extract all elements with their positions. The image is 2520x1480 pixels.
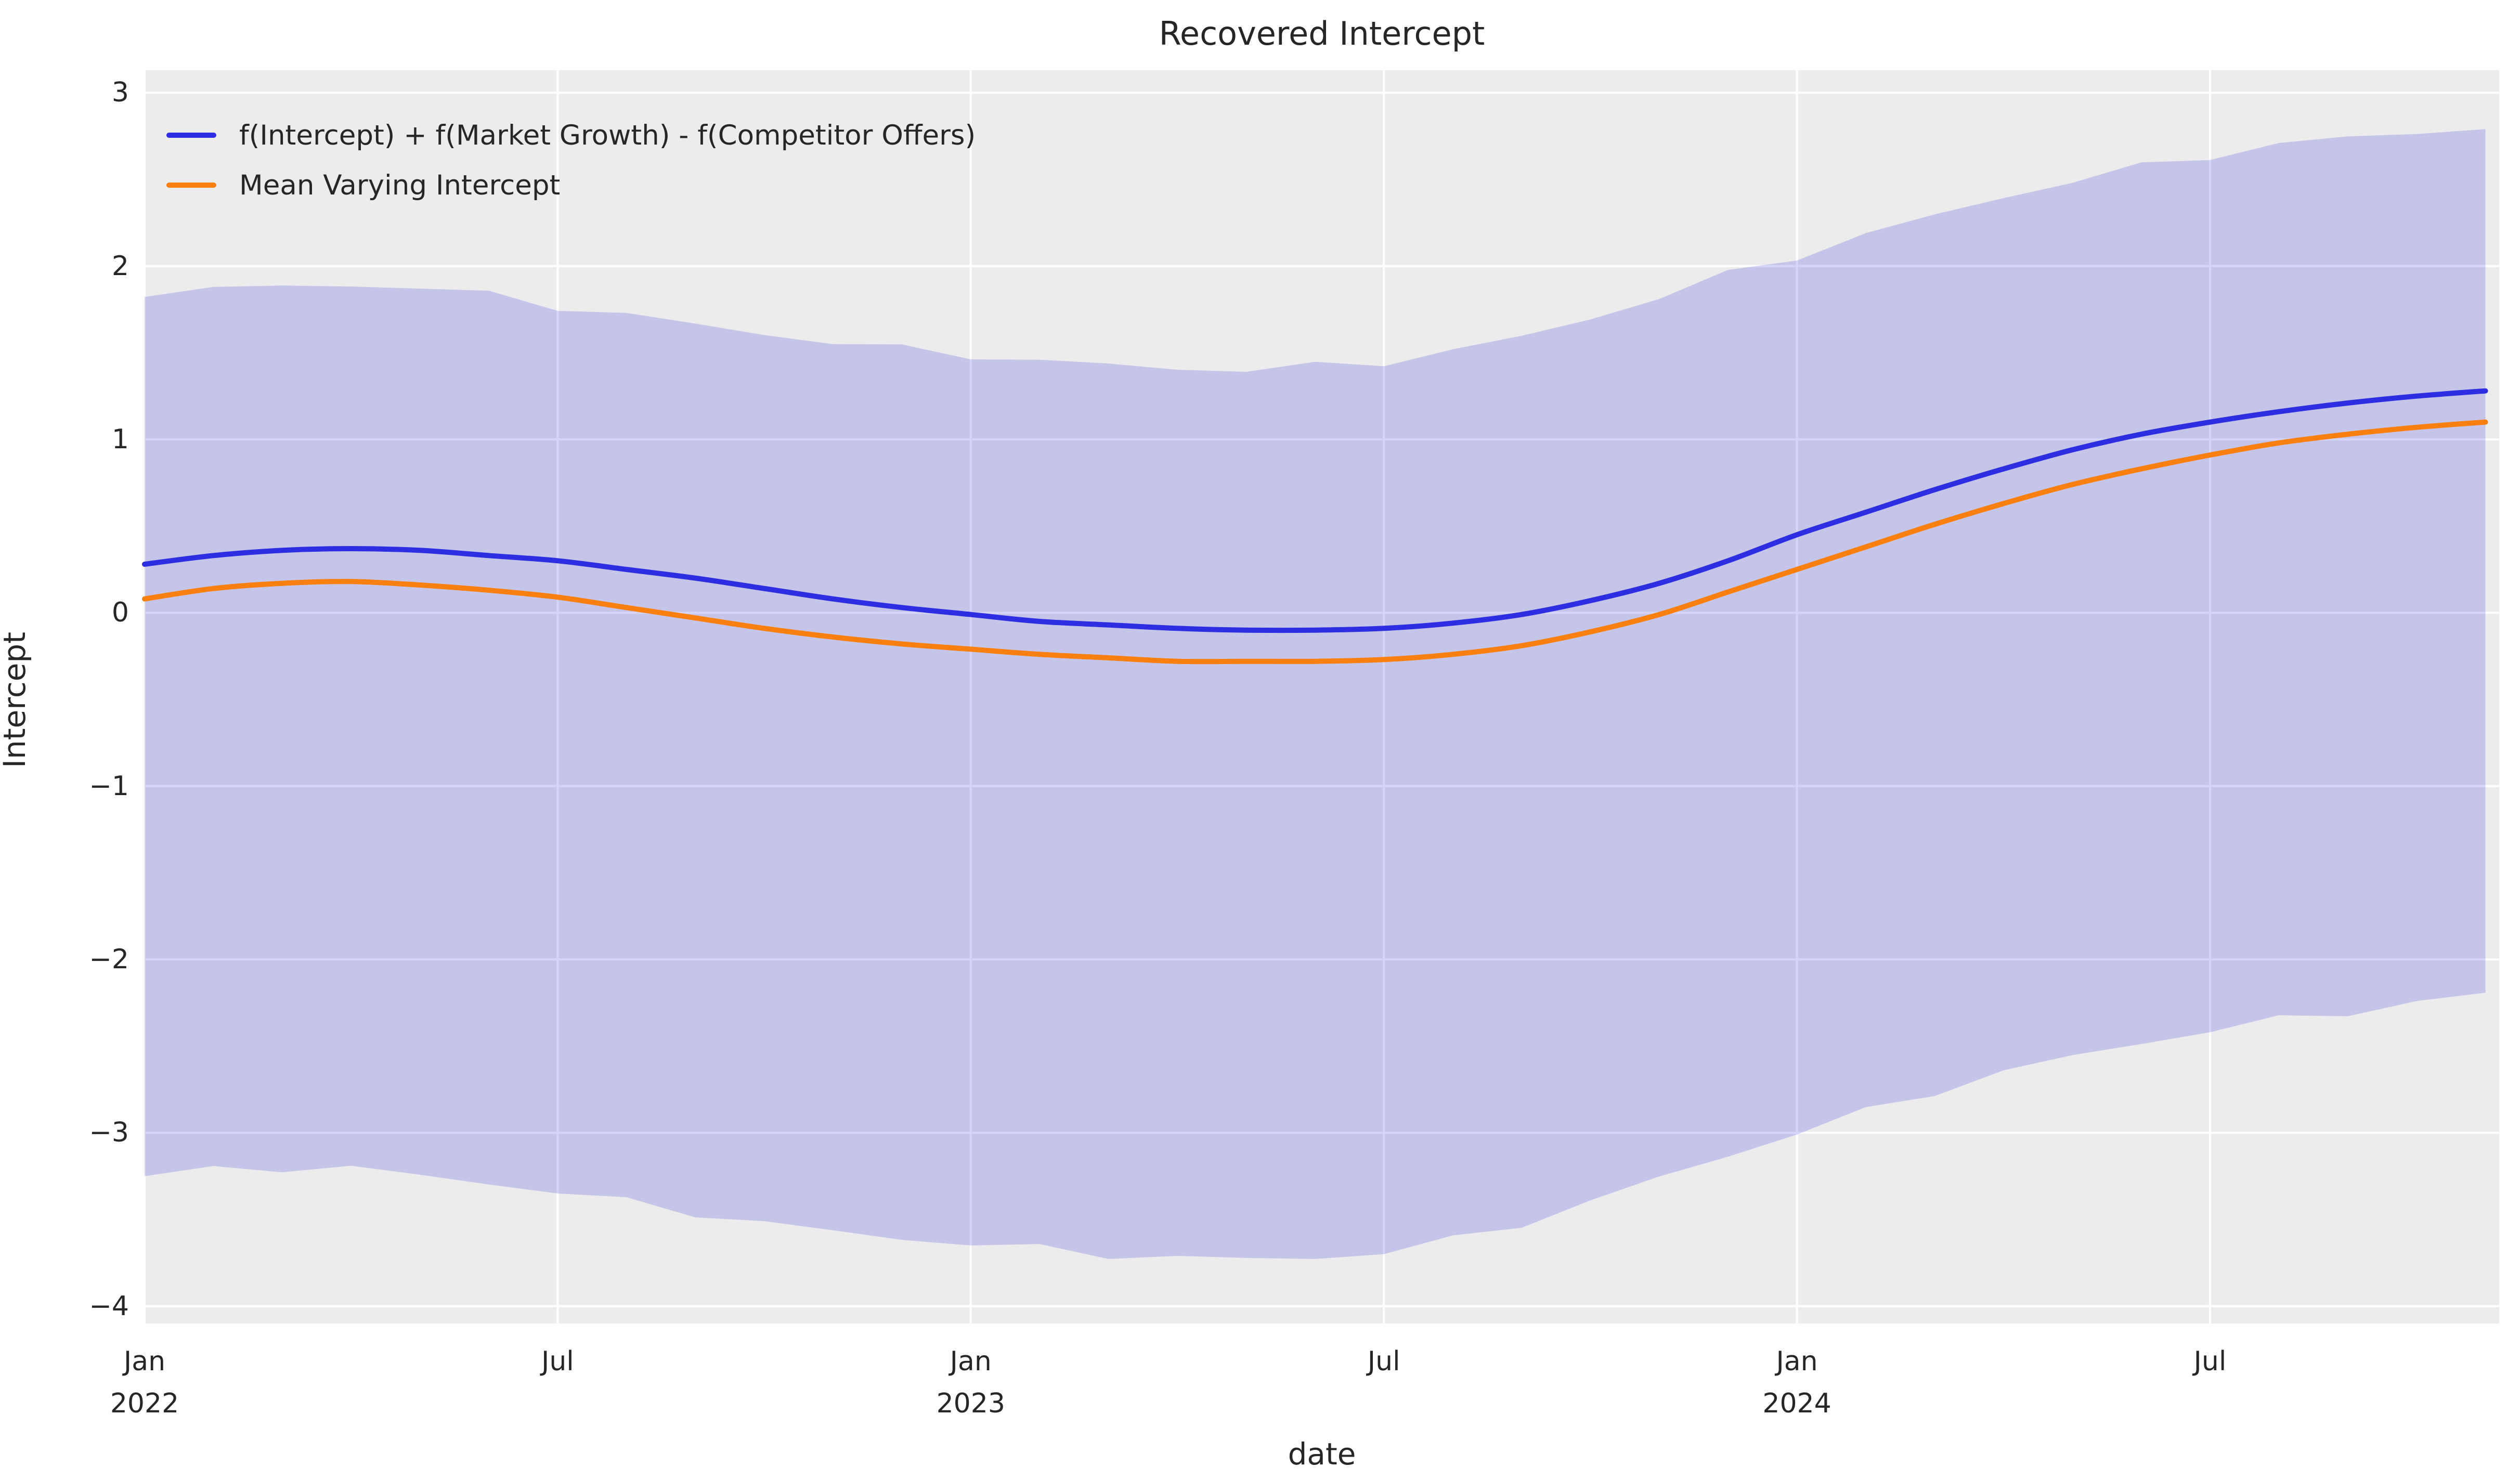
- y-tick-label: −1: [89, 770, 129, 802]
- legend-line-swatch-blue: [166, 133, 216, 138]
- legend-label: Mean Varying Intercept: [239, 169, 561, 201]
- y-tick-label: −3: [89, 1117, 129, 1149]
- legend-item: Mean Varying Intercept: [166, 160, 976, 210]
- x-tick-label: Jan 2024: [1762, 1341, 1831, 1424]
- y-tick-label: −2: [89, 944, 129, 975]
- legend: f(Intercept) + f(Market Growth) - f(Comp…: [166, 110, 976, 210]
- y-tick-label: −4: [89, 1290, 129, 1322]
- x-tick-month: Jul: [2193, 1346, 2227, 1377]
- y-tick-label: 2: [111, 250, 129, 282]
- chart-title: Recovered Intercept: [1159, 15, 1485, 53]
- x-tick-month: Jan: [123, 1346, 166, 1377]
- x-tick-month: Jan: [950, 1346, 992, 1377]
- x-axis-label: date: [1288, 1436, 1356, 1472]
- legend-item: f(Intercept) + f(Market Growth) - f(Comp…: [166, 110, 976, 160]
- x-tick-year: 2023: [936, 1387, 1005, 1419]
- x-tick-year: 2024: [1762, 1387, 1831, 1419]
- x-tick-month: Jul: [541, 1346, 574, 1377]
- y-tick-label: 0: [111, 597, 129, 629]
- series-line-1: [142, 419, 2488, 665]
- x-tick-month: Jul: [1367, 1346, 1400, 1377]
- legend-label: f(Intercept) + f(Market Growth) - f(Comp…: [239, 119, 976, 151]
- confidence-band: [145, 129, 2486, 1259]
- x-tick-label: Jul: [1368, 1341, 1400, 1383]
- series-line-0: [142, 388, 2488, 633]
- x-tick-label: Jul: [2194, 1341, 2227, 1383]
- plot-area: [145, 70, 2499, 1323]
- x-tick-label: Jul: [541, 1341, 574, 1383]
- legend-line-swatch-orange: [166, 183, 216, 188]
- y-tick-label: 1: [111, 424, 129, 455]
- y-tick-label: 3: [111, 77, 129, 109]
- x-tick-label: Jan 2023: [937, 1341, 1005, 1424]
- x-tick-month: Jan: [1776, 1346, 1818, 1377]
- x-tick-label: Jan 2022: [110, 1341, 179, 1424]
- x-tick-year: 2022: [110, 1387, 179, 1419]
